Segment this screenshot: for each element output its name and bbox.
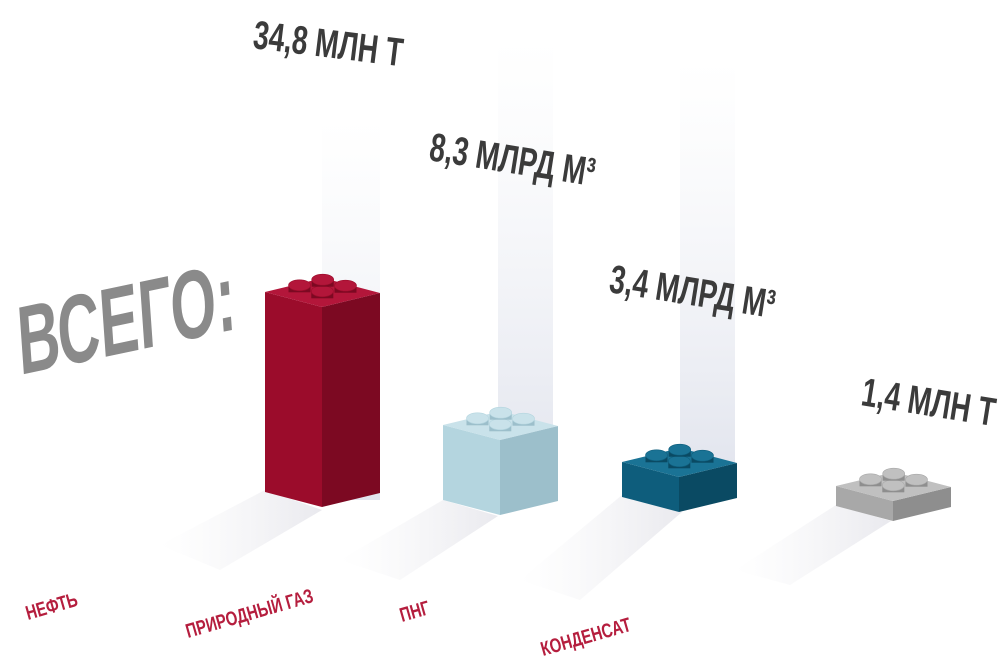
value-label: 34,8 МЛН Т [251, 14, 406, 76]
category-label: НЕФТЬ [23, 588, 80, 624]
brick-front [443, 425, 500, 515]
brick-front [622, 462, 679, 512]
brick-stud [489, 406, 513, 419]
brick-stud [310, 285, 334, 298]
brick-stud [859, 473, 882, 486]
brick-stud [512, 412, 535, 425]
brick-stud [905, 473, 928, 486]
brick-stud [645, 449, 668, 462]
brick-side [322, 293, 380, 507]
brick-stud [334, 279, 357, 292]
brick-side [679, 463, 737, 512]
brick-stud [466, 412, 489, 425]
value-label: 1,4 МЛН Т [859, 371, 999, 436]
brick-front [265, 292, 322, 507]
light-beam [680, 60, 735, 470]
brick-stud [691, 449, 714, 462]
brick-side [500, 426, 558, 515]
floor-shadow [735, 505, 891, 585]
floor-shadow [340, 500, 498, 580]
brick-stud [881, 479, 905, 492]
brick-stud [667, 455, 691, 468]
brick-stud [288, 279, 311, 292]
floor-shadow [520, 495, 682, 600]
brick-side [893, 487, 951, 521]
brick-stud [882, 467, 906, 480]
category-label: КОНДЕНСАТ [538, 613, 634, 659]
category-label: ПНГ [397, 596, 432, 626]
brick-stud [488, 418, 512, 431]
brick-stud [311, 273, 335, 286]
bricks [265, 273, 951, 521]
light-beam [498, 40, 553, 480]
floor-shadow [160, 490, 322, 570]
title: ВСЕГО: [14, 242, 239, 396]
brick-stud [668, 443, 692, 456]
category-label: ПРИРОДНЫЙ ГАЗ [183, 583, 316, 642]
decor [160, 40, 891, 600]
brick-front [836, 486, 893, 521]
